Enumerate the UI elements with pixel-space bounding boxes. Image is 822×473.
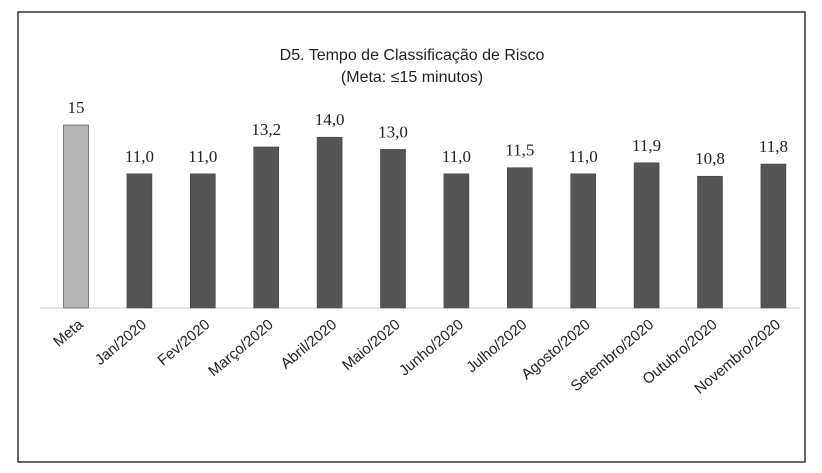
value-label: 11,0 (569, 147, 598, 166)
bar (570, 173, 597, 309)
bar (190, 173, 216, 309)
bar (506, 167, 533, 309)
value-label: 11,0 (188, 147, 217, 166)
bar (253, 146, 279, 309)
value-label: 11,0 (125, 147, 154, 166)
value-label: 13,2 (251, 120, 281, 139)
value-label: 14,0 (315, 110, 345, 129)
value-label: 11,0 (442, 147, 471, 166)
bar (760, 163, 787, 309)
bar (697, 175, 723, 309)
bar (380, 149, 406, 309)
chart-subtitle: (Meta: ≤15 minutos) (341, 69, 483, 86)
bar (443, 173, 470, 309)
bar (126, 173, 153, 309)
value-label: 11,9 (632, 136, 661, 155)
chart-title: D5. Tempo de Classificação de Risco (280, 47, 545, 64)
bar (633, 162, 660, 309)
value-label: 13,0 (378, 122, 408, 141)
value-label: 11,8 (759, 137, 788, 156)
value-label: 10,8 (695, 149, 725, 168)
value-label: 15 (68, 98, 85, 117)
value-label: 11,5 (505, 141, 534, 160)
bar (316, 136, 343, 309)
bar (63, 124, 89, 309)
